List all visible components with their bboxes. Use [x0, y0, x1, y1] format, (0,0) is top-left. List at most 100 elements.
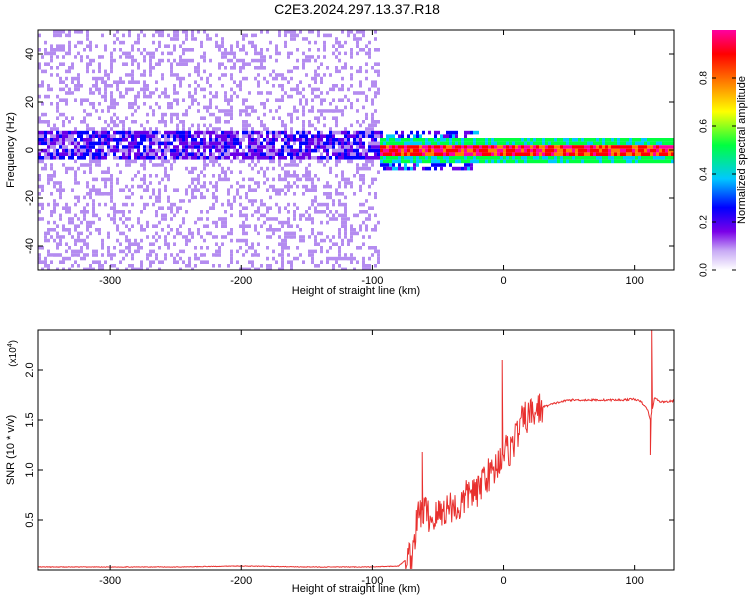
- heatmap-cell: [308, 199, 311, 203]
- heatmap-cell: [107, 84, 110, 88]
- heatmap-cell: [377, 231, 380, 236]
- heatmap-cell: [209, 112, 212, 117]
- heatmap-cell: [185, 192, 188, 196]
- heatmap-cell: [80, 51, 83, 56]
- heatmap-cell: [320, 127, 323, 131]
- heatmap-cell: [278, 242, 281, 246]
- heatmap-cell: [434, 148, 437, 153]
- heatmap-cell: [119, 184, 122, 189]
- heatmap-cell: [221, 55, 224, 59]
- heatmap-cell: [101, 177, 104, 182]
- heatmap-cell: [197, 159, 200, 164]
- heatmap-cell: [62, 44, 65, 48]
- heatmap-cell: [236, 134, 239, 138]
- heatmap-cell: [86, 33, 89, 38]
- heatmap-cell: [416, 159, 419, 164]
- heatmap-cell: [338, 102, 341, 106]
- heatmap-cell: [278, 105, 281, 110]
- heatmap-cell: [338, 98, 341, 102]
- heatmap-cell: [104, 30, 107, 34]
- heatmap-cell: [200, 156, 203, 160]
- heatmap-cell: [125, 246, 128, 250]
- heatmap-cell: [254, 44, 257, 48]
- heatmap-cell: [341, 44, 344, 48]
- heatmap-cell: [254, 242, 257, 246]
- heatmap-cell: [95, 163, 98, 167]
- heatmap-cell: [305, 156, 308, 160]
- heatmap-cell: [131, 224, 134, 228]
- heatmap-cell: [245, 213, 248, 218]
- heatmap-cell: [77, 134, 80, 138]
- heatmap-cell: [80, 264, 83, 268]
- heatmap-cell: [191, 102, 194, 106]
- heatmap-cell: [137, 102, 140, 106]
- heatmap-cell: [143, 98, 146, 102]
- heatmap-cell: [323, 76, 326, 81]
- heatmap-cell: [326, 156, 329, 160]
- heatmap-cell: [80, 156, 83, 160]
- heatmap-cell: [389, 166, 392, 171]
- heatmap-cell: [269, 217, 272, 221]
- heatmap-cell: [149, 228, 152, 232]
- heatmap-cell: [101, 116, 104, 120]
- heatmap-cell: [290, 170, 293, 174]
- heatmap-cell: [74, 51, 77, 56]
- heatmap-cell: [167, 242, 170, 246]
- heatmap-cell: [293, 152, 296, 156]
- heatmap-cell: [167, 246, 170, 250]
- heatmap-cell: [251, 152, 254, 156]
- heatmap-cell: [254, 33, 257, 38]
- heatmap-cell: [311, 134, 314, 138]
- heatmap-cell: [284, 127, 287, 131]
- heatmap-cell: [284, 130, 287, 135]
- heatmap-cell: [302, 51, 305, 56]
- heatmap-cell: [107, 76, 110, 81]
- heatmap-cell: [308, 55, 311, 59]
- heatmap-cell: [155, 48, 158, 52]
- heatmap-cell: [113, 267, 116, 270]
- heatmap-cell: [293, 138, 296, 142]
- heatmap-cell: [440, 152, 443, 156]
- heatmap-cell: [362, 134, 365, 138]
- heatmap-cell: [167, 159, 170, 164]
- heatmap-cell: [236, 156, 239, 160]
- heatmap-cell: [203, 33, 206, 38]
- heatmap-cell: [221, 170, 224, 174]
- heatmap-cell: [224, 102, 227, 106]
- heatmap-cell: [71, 134, 74, 138]
- heatmap-cell: [227, 145, 230, 149]
- heatmap-cell: [203, 256, 206, 261]
- heatmap-cell: [44, 177, 47, 182]
- heatmap-cell: [260, 253, 263, 257]
- heatmap-cell: [209, 210, 212, 214]
- heatmap-cell: [62, 141, 65, 146]
- heatmap-cell: [266, 127, 269, 131]
- heatmap-cell: [332, 84, 335, 88]
- heatmap-cell: [110, 177, 113, 182]
- heatmap-cell: [134, 94, 137, 99]
- heatmap-cell: [308, 109, 311, 113]
- heatmap-cell: [356, 170, 359, 174]
- heatmap-cell: [254, 109, 257, 113]
- heatmap-cell: [413, 145, 416, 149]
- heatmap-cell: [134, 213, 137, 218]
- heatmap-cell: [182, 141, 185, 146]
- heatmap-cell: [59, 253, 62, 257]
- heatmap-cell: [140, 260, 143, 264]
- heatmap-cell: [143, 202, 146, 207]
- heatmap-cell: [323, 206, 326, 210]
- heatmap-cell: [86, 98, 89, 102]
- heatmap-cell: [287, 199, 290, 203]
- heatmap-cell: [260, 73, 263, 77]
- heatmap-cell: [149, 33, 152, 38]
- heatmap-cell: [347, 62, 350, 66]
- heatmap-cell: [302, 62, 305, 66]
- heatmap-cell: [338, 224, 341, 228]
- heatmap-cell: [215, 184, 218, 189]
- heatmap-cell: [329, 73, 332, 77]
- heatmap-cell: [134, 58, 137, 63]
- heatmap-cell: [230, 30, 233, 34]
- heatmap-cell: [485, 138, 488, 142]
- heatmap-cell: [146, 66, 149, 70]
- heatmap-cell: [131, 267, 134, 270]
